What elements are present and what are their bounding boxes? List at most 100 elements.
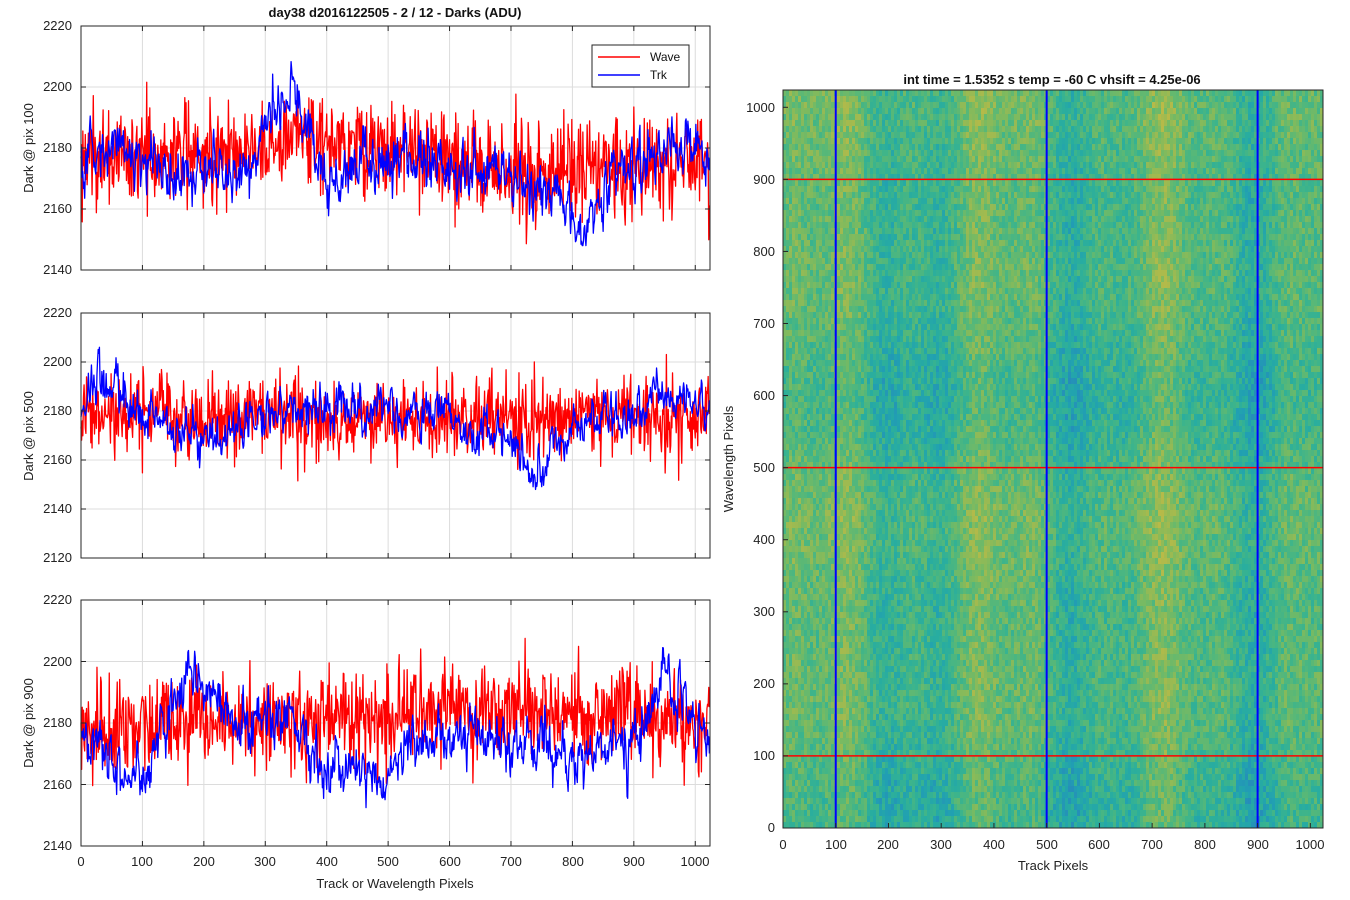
heatmap-cell	[1230, 180, 1233, 186]
heatmap-cell	[867, 102, 870, 108]
heatmap-cell	[795, 144, 798, 150]
heatmap-cell	[825, 216, 828, 222]
heatmap-cell	[1305, 144, 1308, 150]
heatmap-cell	[978, 228, 981, 234]
heatmap-cell	[1143, 156, 1146, 162]
heatmap-cell	[1083, 240, 1086, 246]
heatmap-cell	[951, 234, 954, 240]
heatmap-cell	[1122, 138, 1125, 144]
heatmap-cell	[1041, 228, 1044, 234]
heatmap-cell	[1266, 210, 1269, 216]
heatmap-cell	[1317, 186, 1320, 192]
heatmap-cell	[1200, 192, 1203, 198]
heatmap-cell	[978, 126, 981, 132]
heatmap-cell	[846, 150, 849, 156]
heatmap-cell	[828, 246, 831, 252]
heatmap-cell	[924, 168, 927, 174]
heatmap-cell	[870, 90, 873, 96]
heatmap-cell	[831, 114, 834, 120]
heatmap-cell	[1302, 180, 1305, 186]
heatmap-cell	[993, 228, 996, 234]
heatmap-cell	[807, 120, 810, 126]
heatmap-cell	[963, 240, 966, 246]
heatmap-cell	[1050, 108, 1053, 114]
heatmap-cell	[1239, 204, 1242, 210]
heatmap-cell	[891, 192, 894, 198]
heatmap-cells	[783, 90, 1323, 828]
heatmap-cell	[825, 186, 828, 192]
heatmap-cell	[828, 114, 831, 120]
heatmap-cell	[915, 120, 918, 126]
heatmap-cell	[786, 144, 789, 150]
heatmap-cell	[1224, 234, 1227, 240]
heatmap-cell	[990, 222, 993, 228]
heatmap-cell	[1176, 240, 1179, 246]
heatmap-cell	[966, 114, 969, 120]
heatmap-cell	[960, 132, 963, 138]
heatmap-cell	[1032, 246, 1035, 252]
heatmap-cell	[1065, 102, 1068, 108]
heatmap-cell	[1209, 108, 1212, 114]
p2-y-tick-label: 2220	[43, 305, 72, 320]
heatmap-cell	[1095, 234, 1098, 240]
heatmap-cell	[1170, 222, 1173, 228]
heatmap-cell	[1173, 96, 1176, 102]
heatmap-cell	[1071, 168, 1074, 174]
heatmap-cell	[1311, 192, 1314, 198]
heatmap-cell	[1233, 168, 1236, 174]
heatmap-cell	[843, 150, 846, 156]
heatmap-cell	[879, 228, 882, 234]
heatmap-cell	[1245, 234, 1248, 240]
heatmap-cell	[1164, 102, 1167, 108]
heatmap-cell	[1143, 192, 1146, 198]
heatmap-cell	[1305, 234, 1308, 240]
heatmap-cell	[1284, 90, 1287, 96]
heatmap-cell	[855, 108, 858, 114]
heatmap-cell	[1116, 150, 1119, 156]
heatmap-cell	[975, 198, 978, 204]
heatmap-cell	[966, 96, 969, 102]
heatmap-cell	[1194, 126, 1197, 132]
heatmap-cell	[873, 108, 876, 114]
heatmap-cell	[1131, 144, 1134, 150]
heatmap-cell	[810, 144, 813, 150]
heatmap-cell	[1008, 210, 1011, 216]
heatmap-cell	[1260, 192, 1263, 198]
heatmap-cell	[1305, 180, 1308, 186]
heatmap-cell	[1266, 150, 1269, 156]
heatmap-cell	[1101, 90, 1104, 96]
heatmap-cell	[1248, 180, 1251, 186]
heatmap-cell	[1161, 204, 1164, 210]
heatmap-cell	[912, 240, 915, 246]
heatmap-cell	[909, 90, 912, 96]
heatmap-cell	[993, 234, 996, 240]
heatmap-cell	[783, 132, 786, 138]
heatmap-cell	[1056, 126, 1059, 132]
heatmap-cell	[1068, 240, 1071, 246]
heatmap-cell	[1218, 96, 1221, 102]
heatmap-cell	[912, 168, 915, 174]
heatmap-cell	[1008, 114, 1011, 120]
heatmap-cell	[819, 204, 822, 210]
heatmap-cell	[900, 222, 903, 228]
heatmap-cell	[1065, 90, 1068, 96]
heatmap-cell	[885, 168, 888, 174]
heatmap-cell	[954, 180, 957, 186]
heatmap-cell	[1107, 138, 1110, 144]
heatmap-cell	[1113, 126, 1116, 132]
heatmap-cell	[996, 216, 999, 222]
heatmap-cell	[966, 90, 969, 96]
heatmap-cell	[861, 156, 864, 162]
heatmap-cell	[972, 198, 975, 204]
heatmap-cell	[1272, 228, 1275, 234]
heatmap-cell	[1146, 192, 1149, 198]
heatmap-cell	[1272, 186, 1275, 192]
heatmap-cell	[888, 144, 891, 150]
heatmap-cell	[966, 234, 969, 240]
heatmap-cell	[861, 168, 864, 174]
heatmap-cell	[891, 144, 894, 150]
heatmap-cell	[861, 90, 864, 96]
heatmap-cell	[1023, 228, 1026, 234]
heatmap-cell	[1128, 210, 1131, 216]
heatmap-cell	[1014, 192, 1017, 198]
